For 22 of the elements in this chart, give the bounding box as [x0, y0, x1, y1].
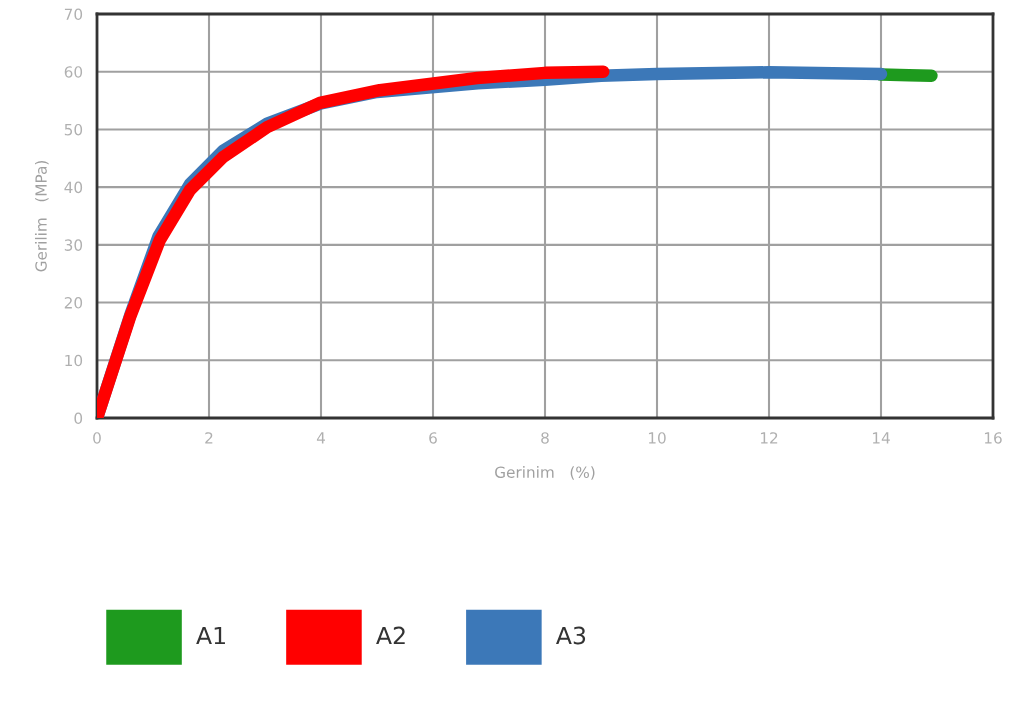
x-tick-label: 8	[541, 432, 549, 444]
x-tick-label: 0	[93, 432, 101, 444]
y-tick-label: 10	[65, 354, 83, 367]
y-tick-label: 50	[64, 123, 83, 136]
x-tick-label: 10	[648, 432, 666, 444]
x-tick-label: 2	[205, 432, 213, 444]
legend-label: A3	[556, 626, 586, 645]
x-tick-label: 6	[429, 432, 437, 444]
y-tick-label: 60	[64, 66, 83, 78]
x-tick-label: 14	[872, 432, 890, 444]
legend-label: A1	[196, 626, 225, 645]
legend-label: A2	[376, 626, 405, 645]
x-axis-title: Gerinim (%)	[495, 466, 595, 480]
y-tick-label: 20	[64, 297, 83, 309]
y-tick-label: 40	[64, 181, 83, 194]
y-tick-label: 0	[74, 412, 83, 425]
y-axis-title: Gerilim (MPa)	[35, 160, 49, 272]
x-tick-label: 4	[316, 432, 325, 444]
x-tick-label: 16	[984, 432, 1002, 444]
y-tick-label: 70	[64, 8, 83, 21]
x-tick-label: 12	[760, 432, 778, 444]
y-tick-label: 30	[64, 239, 83, 251]
